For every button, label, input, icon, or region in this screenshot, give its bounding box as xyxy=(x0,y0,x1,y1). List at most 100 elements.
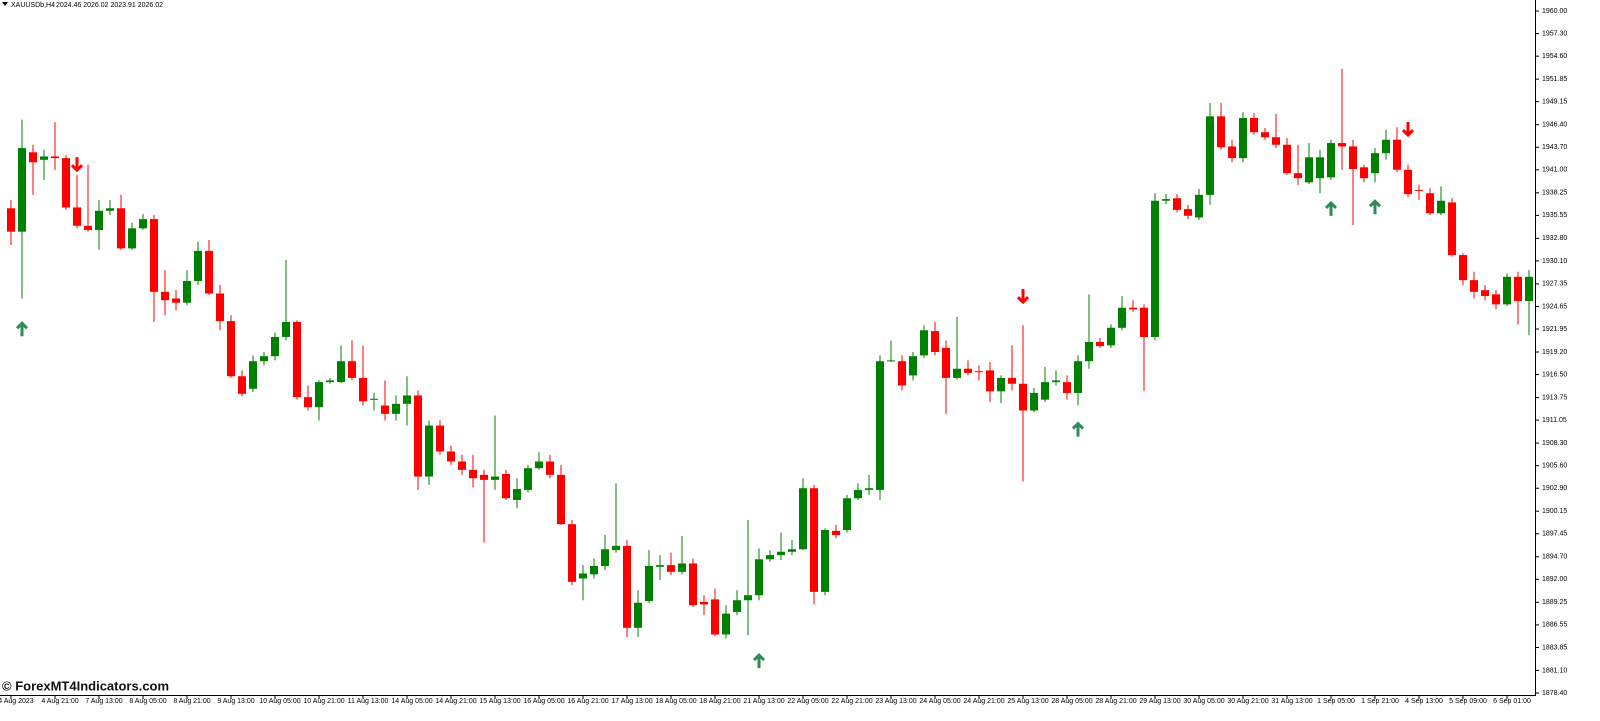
sell-arrow xyxy=(70,157,84,173)
x-tick-label: 22 Aug 21:00 xyxy=(831,698,872,705)
y-tick-label: 1897.45 xyxy=(1542,531,1567,538)
x-tick-label: 22 Aug 05:00 xyxy=(787,698,828,705)
y-tick-label: 1941.00 xyxy=(1542,167,1567,174)
x-tick-label: 30 Aug 05:00 xyxy=(1183,698,1224,705)
candle-body xyxy=(1217,116,1225,148)
x-tick-label: 25 Aug 13:00 xyxy=(1007,698,1048,705)
x-tick-label: 4 Aug 2023 xyxy=(0,698,34,705)
y-tick-label: 1921.95 xyxy=(1542,326,1567,333)
candle-body xyxy=(667,565,675,572)
candle-body xyxy=(1327,143,1335,178)
candle-body xyxy=(491,476,499,480)
candle-body xyxy=(381,405,389,414)
y-tick-label: 1954.60 xyxy=(1542,53,1567,60)
candle-body xyxy=(1250,118,1258,133)
candle-body xyxy=(997,377,1005,392)
candle-body xyxy=(326,380,334,383)
candle-body xyxy=(1349,146,1357,169)
candle-body xyxy=(1261,132,1269,138)
sell-arrow xyxy=(1401,122,1415,138)
candle-body xyxy=(865,488,873,490)
x-tick-label: 16 Aug 05:00 xyxy=(523,698,564,705)
y-tick-label: 1949.15 xyxy=(1542,99,1567,106)
candle-body xyxy=(1239,118,1247,159)
y-tick-label: 1881.10 xyxy=(1542,667,1567,674)
candle-body xyxy=(898,361,906,386)
candle-body xyxy=(62,158,70,208)
x-tick-label: 31 Aug 13:00 xyxy=(1271,698,1312,705)
candle-body xyxy=(557,474,565,525)
candle-body xyxy=(1184,209,1192,216)
candle-body xyxy=(854,489,862,499)
y-tick-label: 1894.70 xyxy=(1542,554,1567,561)
x-tick-label: 4 Sep 13:00 xyxy=(1405,698,1443,705)
x-tick-label: 29 Aug 13:00 xyxy=(1139,698,1180,705)
candle-body xyxy=(370,398,378,400)
candle-body xyxy=(766,555,774,560)
x-tick-label: 14 Aug 05:00 xyxy=(391,698,432,705)
candle-body xyxy=(502,474,510,499)
candle-body xyxy=(469,469,477,479)
candle-body xyxy=(689,563,697,606)
candle-body xyxy=(1382,139,1390,154)
candle-body xyxy=(172,298,180,303)
candle-body xyxy=(777,551,785,556)
candle-body xyxy=(645,565,653,602)
candle-body xyxy=(1426,193,1434,214)
candle-body xyxy=(535,461,543,469)
y-tick-label: 1916.50 xyxy=(1542,371,1567,378)
buy-arrow xyxy=(1324,200,1338,216)
candle-body xyxy=(1096,341,1104,347)
candle-body xyxy=(40,156,48,160)
candle-body xyxy=(447,451,455,462)
candle-body xyxy=(1272,137,1280,145)
candle-body xyxy=(656,565,664,567)
candle-body xyxy=(678,563,686,572)
candle-body xyxy=(876,361,884,490)
candle-body xyxy=(942,347,950,378)
x-tick-label: 28 Aug 05:00 xyxy=(1051,698,1092,705)
candle-body xyxy=(238,376,246,394)
candle-body xyxy=(304,397,312,408)
x-tick-label: 9 Aug 13:00 xyxy=(217,698,254,705)
candle-body xyxy=(1294,173,1302,179)
buy-arrow xyxy=(1071,421,1085,437)
sell-arrow xyxy=(1016,289,1030,305)
y-tick-label: 1883.85 xyxy=(1542,644,1567,651)
candle-body xyxy=(810,488,818,592)
y-tick-label: 1924.65 xyxy=(1542,303,1567,310)
candle-body xyxy=(7,208,15,232)
candle-body xyxy=(1173,198,1181,210)
x-tick-label: 11 Aug 13:00 xyxy=(348,698,389,705)
candle-body xyxy=(623,545,631,628)
candle-body xyxy=(1459,255,1467,281)
candle-body xyxy=(1206,116,1214,195)
candle-body xyxy=(909,356,917,376)
y-tick-label: 1957.30 xyxy=(1542,30,1567,37)
candle-body xyxy=(1195,194,1203,218)
y-tick-label: 1878.40 xyxy=(1542,690,1567,697)
candle-body xyxy=(1404,169,1412,195)
x-tick-label: 1 Sep 05:00 xyxy=(1317,698,1355,705)
candle-body xyxy=(315,382,323,408)
y-tick-label: 1913.75 xyxy=(1542,394,1567,401)
candle-body xyxy=(986,370,994,392)
candle-body xyxy=(1140,307,1148,337)
candle-body xyxy=(975,371,983,373)
candle-body xyxy=(964,368,972,373)
candle-body xyxy=(711,599,719,635)
menu-triangle xyxy=(2,2,8,6)
candle-body xyxy=(458,461,466,470)
y-tick-label: 1900.15 xyxy=(1542,508,1567,515)
y-tick-label: 1911.05 xyxy=(1542,417,1567,424)
candle-body xyxy=(260,356,268,362)
candle-body xyxy=(700,601,708,605)
y-tick-label: 1902.90 xyxy=(1542,485,1567,492)
candle-body xyxy=(1052,380,1060,383)
candle-body xyxy=(1481,290,1489,297)
x-tick-label: 8 Aug 21:00 xyxy=(173,698,210,705)
candle-body xyxy=(1008,377,1016,384)
candle-body xyxy=(755,559,763,596)
buy-arrow xyxy=(15,321,29,337)
x-tick-label: 6 Sep 01:00 xyxy=(1493,698,1531,705)
